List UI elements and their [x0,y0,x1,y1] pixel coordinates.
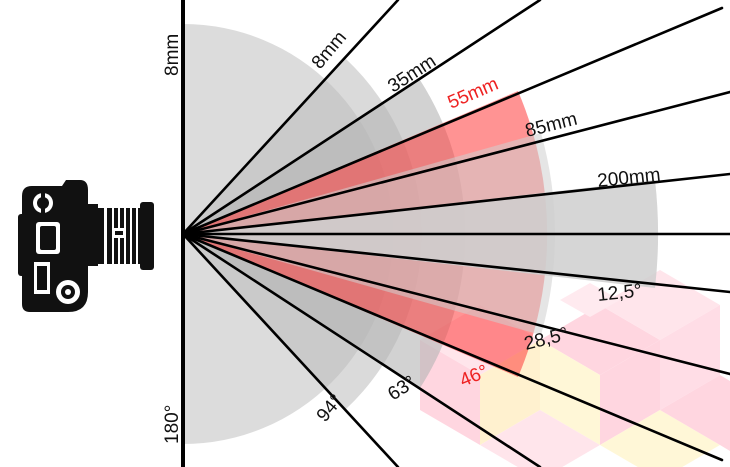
ray-94-lower [181,232,400,467]
vertical-labels: 8mm 180° [162,34,183,444]
ray-12-5-lower [181,232,730,294]
ray-35mm-upper [181,0,542,236]
dslr-camera-icon [18,180,154,312]
label-12-5-deg: 12,5° [596,280,643,306]
label-vertical-8mm: 8mm [162,34,183,76]
ray-8mm-upper [181,0,400,236]
ray-46-lower [181,232,724,462]
ray-55mm-upper [181,6,724,236]
ray-28-5-lower [181,232,730,376]
label-vertical-180-deg: 180° [162,405,183,444]
fov-rays [181,0,730,467]
ray-63-lower [181,232,542,467]
ray-200mm-upper [181,172,730,236]
label-85mm: 85mm [523,109,579,142]
ray-85mm-upper [181,90,730,236]
